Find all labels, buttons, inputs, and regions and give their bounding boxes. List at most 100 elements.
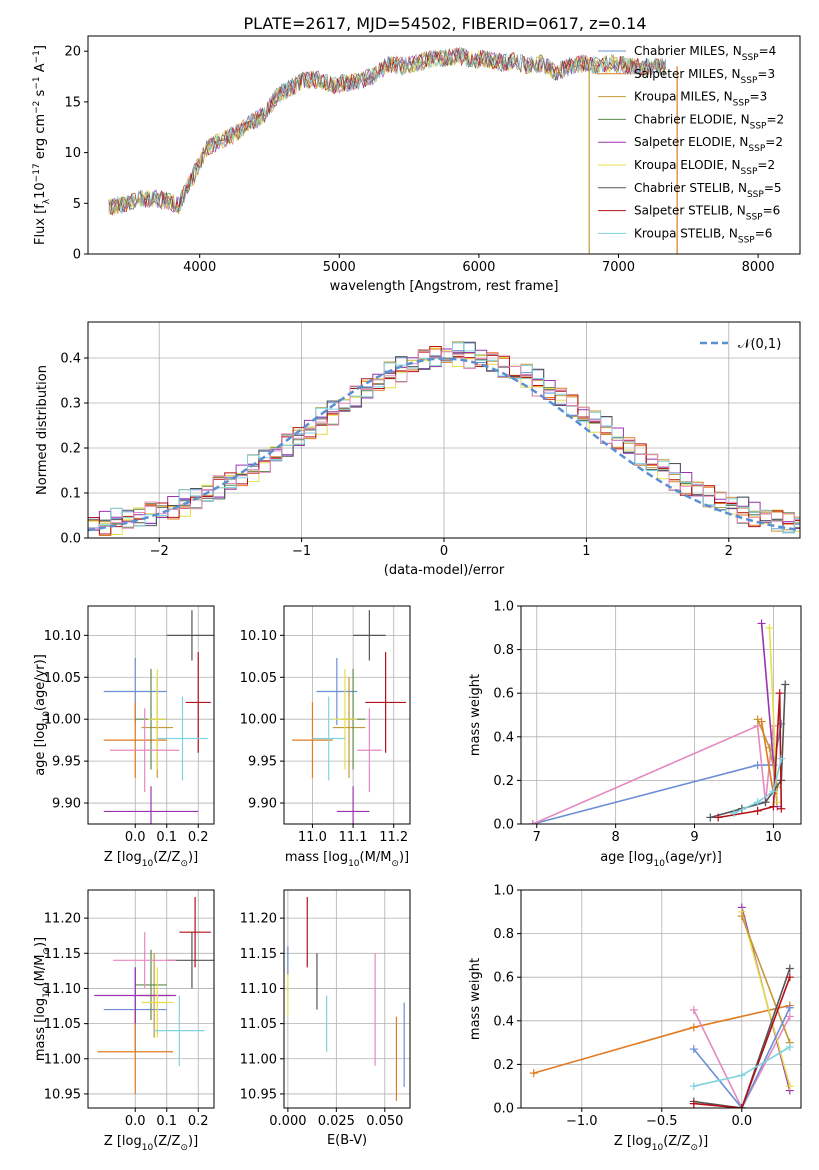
x-tick-label: 0.050 [366,1114,403,1129]
y-axis-label: mass [log10(M/M⊙)] [33,937,52,1061]
normal-curve [88,357,800,532]
y-tick-label: 0.8 [493,927,514,942]
axes-frame [520,605,802,825]
errorbar-point [113,932,177,989]
legend-label: Salpeter ELODIE, N [634,135,748,149]
x-axis-label-part: Z [log [614,1134,652,1149]
y-axis-label: Flux [fλ10−17 erg cm−2 s−1 A−1] [32,45,52,245]
y-axis-label-part: age [log [33,723,48,776]
x-axis-label-part: ⊙ [180,859,188,869]
y-axis-label: mass weight [468,958,483,1040]
legend-tail: =2 [757,158,775,172]
plus-marker [785,1082,794,1091]
y-tick-label: 5 [73,197,81,212]
y-axis-label-part: 10 [42,986,52,998]
x-tick-label: 6000 [462,260,495,275]
plot-area [529,903,794,1108]
legend-sub: SSP [742,53,759,63]
x-tick-label: −1.0 [566,1114,598,1129]
errorbar-point [185,652,211,753]
x-axis-label-part: 10 [652,1143,664,1153]
y-tick-label: 0.2 [493,774,514,789]
y-tick-label: 11.00 [44,1052,81,1067]
y-tick-label: 10 [64,146,81,161]
x-axis-label-part: ⊙ [391,859,399,869]
y-tick-label: 10.10 [44,629,81,644]
legend-tail: =6 [763,204,781,218]
y-axis-label-part: ] [33,45,48,50]
x-axis-label: (data-model)/error [384,563,505,578]
y-tick-label: 15 [64,95,81,110]
y-tick-label: 11.05 [44,1017,81,1032]
plus-marker [785,964,794,973]
plus-marker [785,1003,794,1012]
spectrum-series-line [108,47,666,216]
x-axis-label-part: )] [188,1134,198,1149]
y-axis-label-part: λ [42,198,52,204]
y-tick-label: 1.0 [493,884,514,899]
y-tick-label: 0.0 [493,818,514,833]
x-axis-label-part: ⊙ [690,1143,698,1153]
y-axis-label-part: (age/yr)] [33,654,48,711]
plus-marker [737,1104,746,1108]
y-tick-label: 9.95 [52,755,81,770]
x-axis-label-part: 10 [142,859,154,869]
x-tick-label: 0.0 [125,1114,146,1129]
legend-label: Salpeter STELIB, N [634,204,746,218]
y-tick-label: 10.05 [44,671,81,686]
plus-marker [765,743,774,752]
plot-area [528,619,790,824]
axes-frame [87,889,215,1109]
x-tick-label: 0.025 [318,1114,355,1129]
x-axis-label-part: 10 [142,1143,154,1153]
legend-sub: SSP [746,213,763,223]
x-axis-label-part: (Z/Z [663,1134,690,1149]
plus-marker [757,619,766,628]
legend-sub: SSP [747,190,764,200]
y-axis-label-part: )] [33,937,48,947]
x-axis-label-part: (age/yr)] [665,850,722,865]
x-axis-label-part: mass [log [285,850,348,865]
y-tick-label: 0.1 [60,487,81,502]
weight-series-line [532,724,775,824]
plus-marker [777,804,786,813]
y-tick-label: 11.15 [44,947,81,962]
y-axis-label-part: s [33,89,48,100]
x-axis-label-part: ⊙ [180,1143,188,1153]
weight-series-line [741,915,791,1043]
x-axis-label: Z [log10(Z/Z⊙)] [104,850,198,869]
x-tick-label: 0.2 [188,830,209,845]
legend-sub: SSP [748,144,765,154]
axes-frame [87,605,215,825]
chart-mass-vs-EBV: 0.000 0.025 0.050 10.95 11.00 11.05 11.10 11.15… [240,889,411,1148]
y-axis-label-part: −2 [32,101,42,114]
errorbar-point [103,786,199,824]
plus-marker [689,1005,698,1014]
legend-label: Chabrier STELIB, N [634,181,747,195]
errorbar-point [332,668,358,770]
y-tick-label: 10.95 [44,1087,81,1102]
plus-marker [528,820,537,824]
figure-title: PLATE=2617, MJD=54502, FIBERID=0617, z=0… [243,14,646,33]
plus-marker [714,813,723,822]
x-axis-label-part: )] [399,850,409,865]
y-tick-label: 0.4 [493,1014,514,1029]
errorbar-point [103,702,167,778]
legend-label: Salpeter MILES, N [634,67,741,81]
plus-marker [769,802,778,811]
x-axis-label-part: 10 [653,859,665,869]
histogram-series [88,346,800,535]
x-tick-label: 0.000 [269,1114,306,1129]
weight-series-line [693,1007,791,1108]
y-axis-label-part: Flux [f [33,204,48,245]
histogram-series [88,342,800,533]
legend-tail: =2 [766,112,784,126]
x-axis-label-part: Z [log [104,850,142,865]
x-tick-label: 0.0 [731,1114,752,1129]
spectrum-series-line [108,48,666,213]
y-tick-label: 9.90 [52,797,81,812]
x-axis-label-part: (Z/Z [153,850,180,865]
